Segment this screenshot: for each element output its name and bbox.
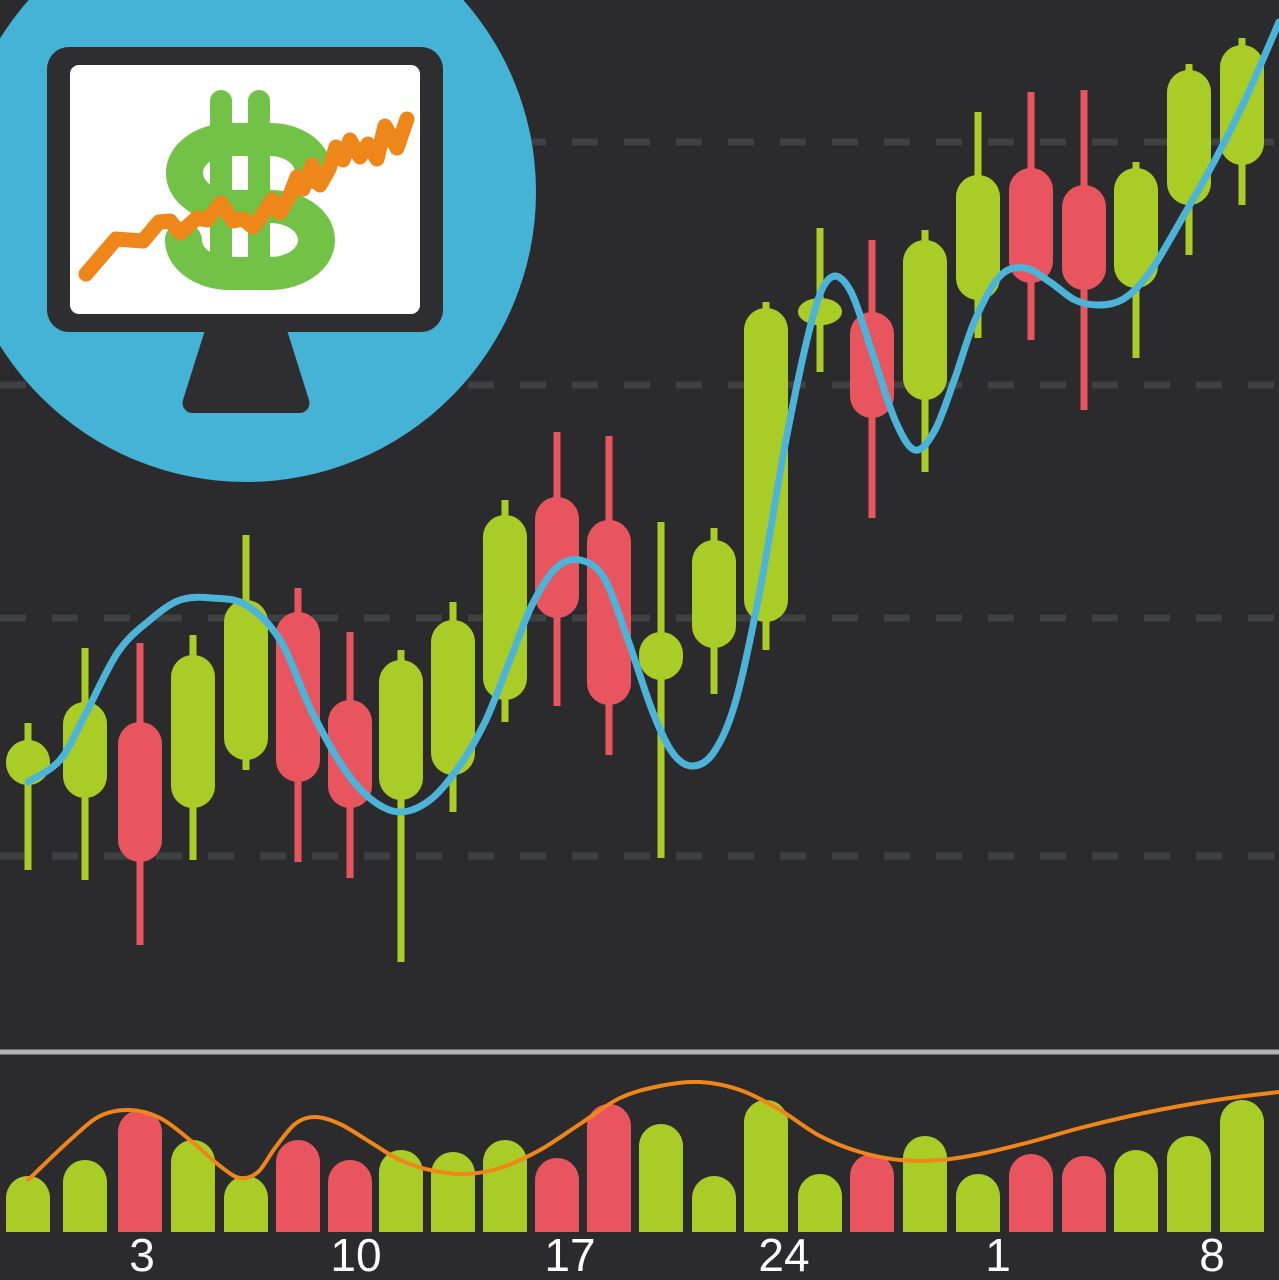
candle-body-up [1114, 168, 1158, 288]
x-axis-label-10: 10 [330, 1229, 381, 1280]
volume-bar-base [850, 1193, 894, 1232]
volume-bar-base [1167, 1184, 1211, 1232]
candle-body-up [63, 702, 107, 798]
volume-bar-base [587, 1168, 631, 1232]
volume-trend-line [26, 1079, 1279, 1182]
volume-bar-base [1220, 1166, 1264, 1232]
volume-bar-base [1009, 1193, 1053, 1232]
candle-body-up [431, 620, 475, 775]
volume-bar-base [63, 1196, 107, 1232]
candle-body-up [224, 600, 268, 760]
candle-body-down [328, 700, 372, 808]
volume-bar-base [171, 1186, 215, 1232]
candle-body-up [956, 175, 1000, 300]
x-axis-labels: 3 10 17 24 1 8 [129, 1229, 1225, 1280]
volume-bar-base [798, 1203, 842, 1232]
candle-body-down [276, 612, 320, 782]
volume-bar-base [118, 1171, 162, 1232]
uptrend-line-icon [78, 111, 415, 282]
candle-body-down [118, 722, 162, 862]
candle-body-down [1062, 185, 1106, 290]
volume-bar-base [535, 1195, 579, 1232]
volume-bar-base [431, 1192, 475, 1232]
volume-bar-base [328, 1196, 372, 1232]
candle-body-up [639, 632, 683, 680]
volume-bar-base [483, 1186, 527, 1232]
candle-body-up [379, 660, 423, 800]
monitor-stand-icon [182, 330, 310, 414]
candle-body-up [171, 655, 215, 808]
volume-bar-series [6, 1100, 1264, 1232]
volume-bar-base [639, 1178, 683, 1232]
candle-body-down [535, 497, 579, 618]
candle-body-up [692, 540, 736, 648]
candle-body-up [903, 240, 947, 400]
x-axis-label-8: 8 [1199, 1229, 1225, 1280]
volume-bar-base [379, 1191, 423, 1232]
candle-body-up [744, 308, 788, 622]
volume-bar-base [1114, 1191, 1158, 1232]
monitor-dollar-badge [0, 0, 536, 482]
volume-bar-base [6, 1204, 50, 1232]
x-axis-label-17: 17 [544, 1229, 595, 1280]
candle-body-down [587, 520, 631, 705]
volume-bar-base [956, 1203, 1000, 1232]
x-axis-label-1: 1 [985, 1229, 1011, 1280]
volume-bar-base [1062, 1194, 1106, 1232]
volume-bar-base [744, 1166, 788, 1232]
moving-average-line [24, 18, 1279, 816]
x-axis-label-24: 24 [758, 1229, 809, 1280]
volume-bar-base [692, 1204, 736, 1232]
volume-bar-base [224, 1204, 268, 1232]
x-axis-label-3: 3 [129, 1229, 155, 1280]
candle-body-down [1009, 168, 1053, 283]
dollar-sign-icon [165, 90, 335, 290]
volume-bar-base [903, 1184, 947, 1232]
candle-body-up [1167, 70, 1211, 205]
volume-bar-base [276, 1186, 320, 1232]
